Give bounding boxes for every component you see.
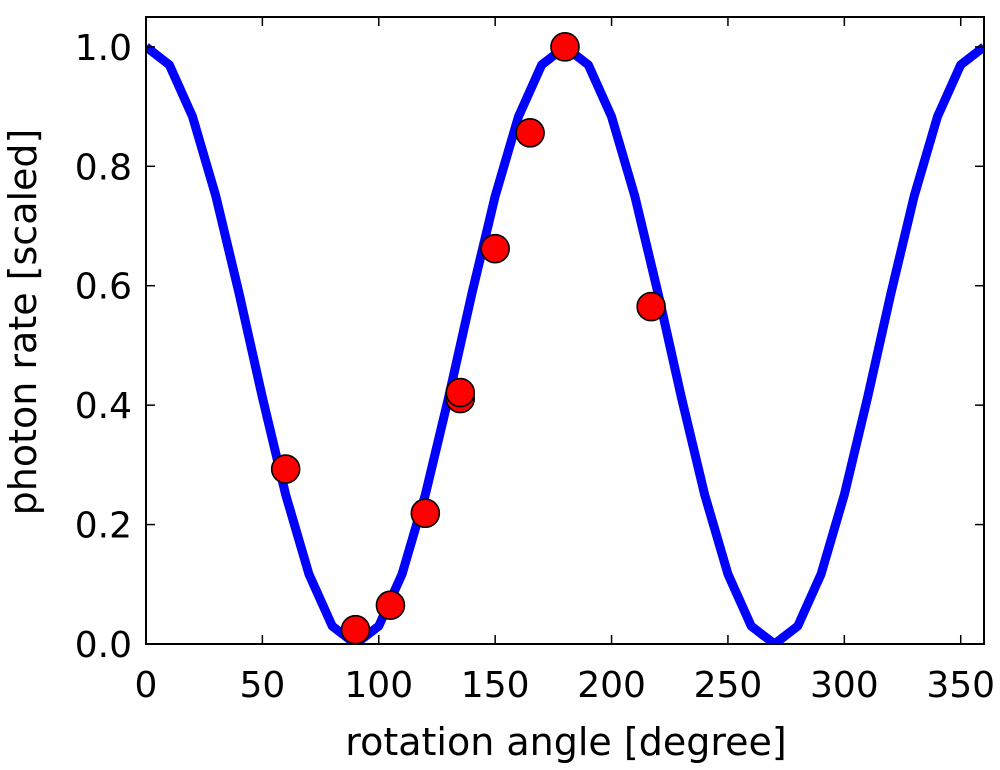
x-tick-label: 50 [239,665,285,706]
x-tick-label: 200 [577,665,646,706]
y-tick-label: 1.0 [75,28,132,69]
data-point [515,118,545,148]
data-point [550,32,580,62]
ticks: 0 50 100 150 200 250 300 350 0.0 0.2 0.4 0.6 0.8 1.0 [75,17,995,706]
data-point [410,498,441,529]
y-tick-label: 0.8 [75,147,132,188]
y-tick-label: 0.6 [75,267,132,308]
data-point [480,233,510,264]
x-tick-label: 100 [344,665,413,706]
x-axis-label: rotation angle [degree] [345,720,786,764]
y-tick-label: 0.0 [75,625,132,666]
x-tick-label: 150 [461,665,530,706]
y-tick-label: 0.2 [75,506,132,547]
series-line [146,42,984,644]
x-tick-label: 0 [135,665,158,706]
axes-frame [145,16,985,645]
y-tick-label: 0.4 [75,386,132,427]
data-point [636,291,666,322]
data-point [445,377,476,408]
data-point [270,454,301,484]
data-point [340,614,371,645]
x-tick-label: 300 [810,665,879,706]
plot-area [145,16,985,645]
x-tick-label: 350 [926,665,995,706]
x-tick-label: 250 [694,665,763,706]
data-point [375,590,406,620]
y-axis-label: photon rate [scaled] [1,129,45,516]
